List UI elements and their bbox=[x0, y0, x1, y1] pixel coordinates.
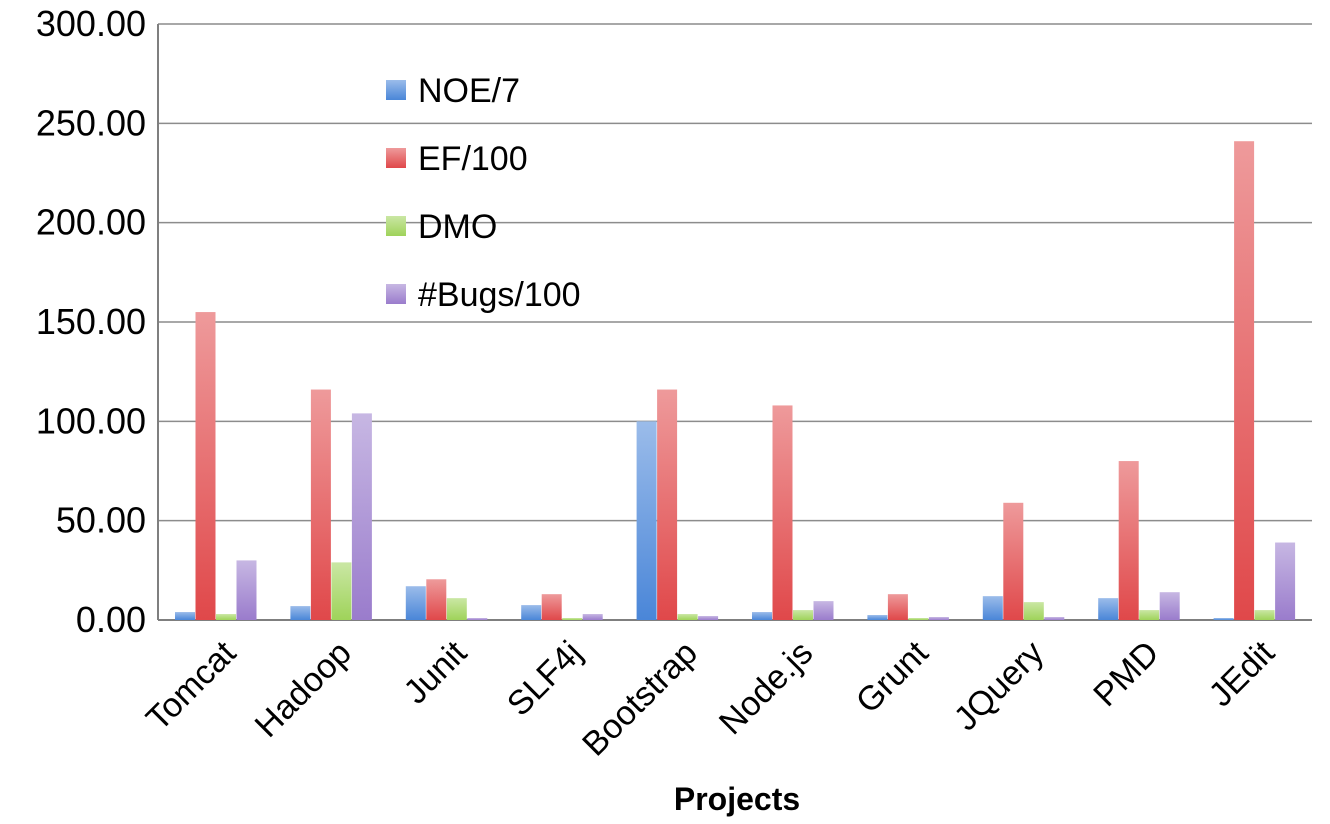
bar-bootstrap-series-0 bbox=[636, 421, 657, 620]
bar-grunt-series-3 bbox=[928, 617, 949, 620]
legend-swatch bbox=[386, 216, 406, 236]
bar-jquery-series-2 bbox=[1023, 602, 1044, 620]
bars bbox=[175, 141, 1296, 621]
bar-slf4j-series-2 bbox=[562, 618, 583, 620]
bar-jquery-series-3 bbox=[1044, 617, 1065, 620]
x-tick-label: Grunt bbox=[849, 633, 936, 720]
bar-tomcat-series-3 bbox=[236, 560, 257, 620]
bar-bootstrap-series-1 bbox=[657, 389, 678, 620]
y-tick-label: 300.00 bbox=[36, 3, 146, 44]
legend-label: #Bugs/100 bbox=[418, 276, 581, 314]
bar-slf4j-series-1 bbox=[541, 594, 562, 620]
bar-hadoop-series-2 bbox=[331, 562, 352, 620]
y-tick-label: 200.00 bbox=[36, 202, 146, 243]
x-tick-label: Node.js bbox=[712, 634, 820, 742]
bar-bootstrap-series-2 bbox=[677, 614, 698, 620]
bar-junit-series-1 bbox=[426, 579, 447, 620]
bar-tomcat-series-0 bbox=[175, 612, 195, 620]
bar-jedit-series-3 bbox=[1275, 542, 1296, 620]
bar-slf4j-series-0 bbox=[521, 605, 542, 620]
legend-label: EF/100 bbox=[418, 140, 528, 178]
bar-junit-series-2 bbox=[446, 598, 467, 620]
bar-jquery-series-0 bbox=[982, 596, 1003, 620]
bar-grunt-series-1 bbox=[887, 594, 908, 620]
y-tick-label: 250.00 bbox=[36, 102, 146, 143]
x-tick-label: PMD bbox=[1086, 634, 1166, 714]
bar-node-js-series-3 bbox=[813, 601, 834, 620]
bar-hadoop-series-0 bbox=[290, 606, 311, 620]
bar-junit-series-3 bbox=[467, 618, 488, 620]
x-tick-label: Tomcat bbox=[139, 633, 244, 738]
bar-jquery-series-1 bbox=[1003, 502, 1024, 620]
x-tick-label: JEdit bbox=[1202, 633, 1283, 714]
bar-pmd-series-0 bbox=[1098, 598, 1119, 620]
grid-lines bbox=[157, 23, 1312, 621]
bar-pmd-series-1 bbox=[1118, 461, 1139, 620]
x-axis-title: Projects bbox=[674, 781, 800, 817]
y-tick-label: 150.00 bbox=[36, 301, 146, 342]
bar-node-js-series-2 bbox=[793, 610, 813, 620]
legend: NOE/7 EF/100 DMO #Bugs/100 bbox=[386, 72, 581, 314]
bar-tomcat-series-1 bbox=[195, 312, 216, 620]
bar-pmd-series-2 bbox=[1139, 610, 1160, 620]
bar-bootstrap-series-3 bbox=[698, 616, 719, 620]
bar-node-js-series-0 bbox=[752, 612, 772, 620]
x-tick-label: Bootstrap bbox=[575, 634, 705, 764]
bar-grunt-series-0 bbox=[867, 615, 888, 620]
bar-jedit-series-1 bbox=[1234, 141, 1255, 621]
legend-label: DMO bbox=[418, 208, 497, 246]
bar-slf4j-series-3 bbox=[582, 614, 603, 620]
y-tick-labels: 0.00 50.00 100.00 150.00 200.00 250.00 300.00 bbox=[36, 3, 146, 640]
legend-swatch bbox=[386, 284, 406, 304]
bar-tomcat-series-2 bbox=[216, 614, 236, 620]
legend-label: NOE/7 bbox=[418, 72, 520, 110]
x-tick-label: Junit bbox=[396, 633, 474, 711]
x-tick-label: SLF4j bbox=[500, 634, 590, 724]
x-tick-label: JQuery bbox=[947, 634, 1051, 738]
bar-hadoop-series-1 bbox=[310, 389, 331, 620]
y-tick-label: 100.00 bbox=[36, 400, 146, 441]
bar-node-js-series-1 bbox=[772, 405, 793, 620]
bar-jedit-series-0 bbox=[1213, 618, 1234, 620]
y-tick-label: 50.00 bbox=[56, 500, 146, 541]
bar-grunt-series-2 bbox=[908, 618, 929, 620]
legend-swatch bbox=[386, 80, 406, 100]
bar-hadoop-series-3 bbox=[351, 413, 372, 620]
bar-junit-series-0 bbox=[405, 586, 426, 620]
bar-jedit-series-2 bbox=[1254, 610, 1275, 620]
x-tick-label: Hadoop bbox=[248, 634, 359, 745]
legend-swatch bbox=[386, 148, 406, 168]
y-tick-label: 0.00 bbox=[76, 599, 146, 640]
bar-pmd-series-3 bbox=[1159, 592, 1180, 620]
